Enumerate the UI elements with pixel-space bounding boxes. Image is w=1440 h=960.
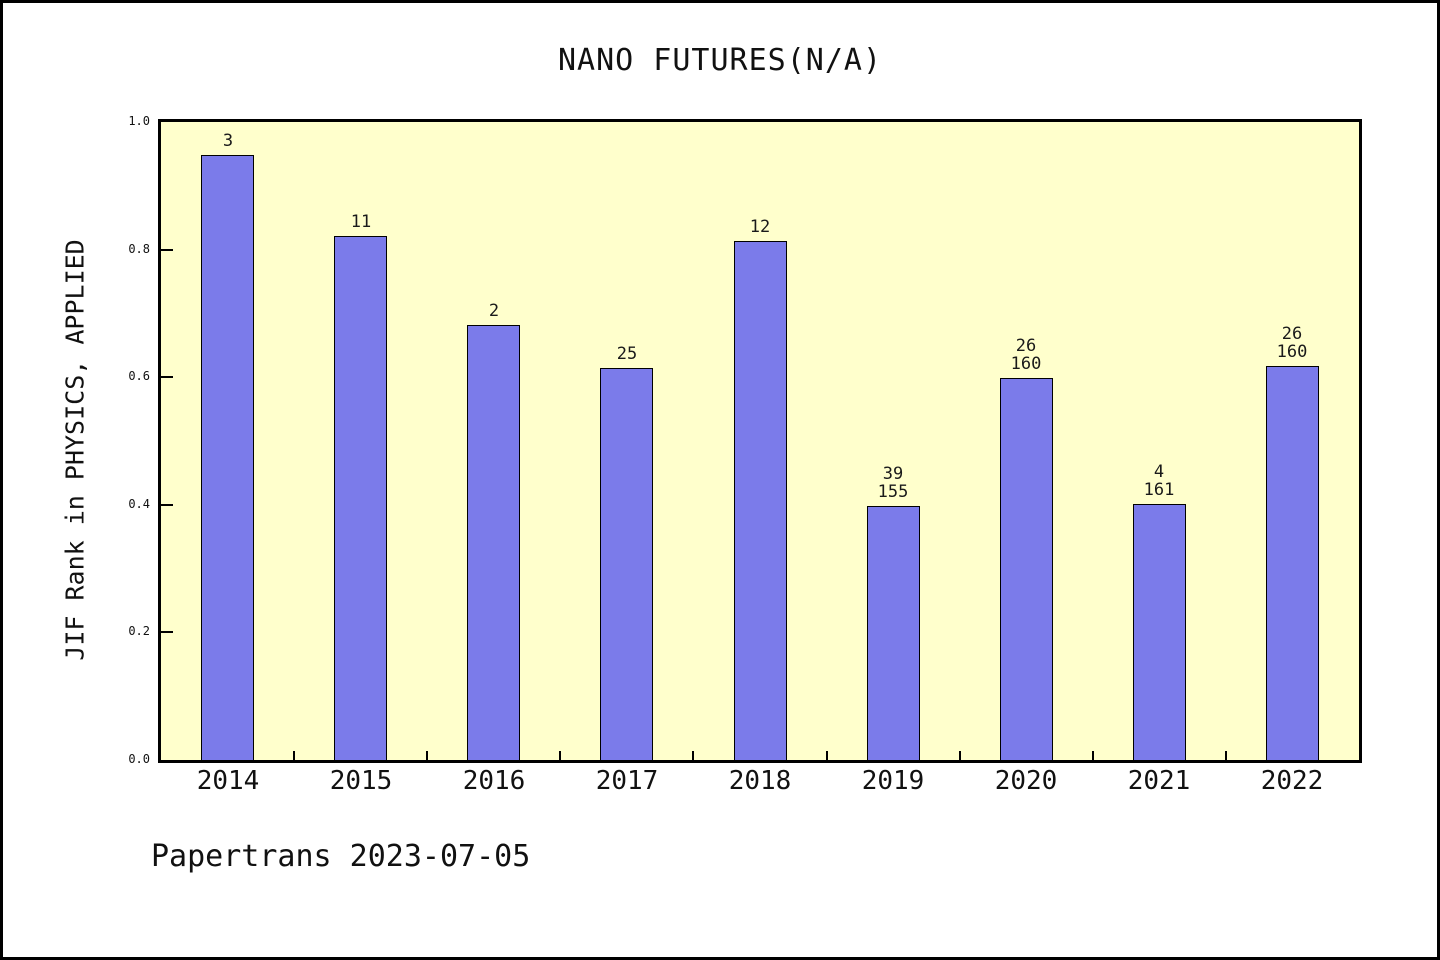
x-axis-minor-tick xyxy=(1225,751,1227,760)
bar-2015 xyxy=(334,236,387,760)
x-axis-minor-tick xyxy=(293,751,295,760)
bar-label-2021: 4 161 xyxy=(1143,462,1175,500)
y-axis-tick xyxy=(161,249,173,251)
bar-label-2022: 26 160 xyxy=(1276,324,1308,362)
x-tick-label-2021: 2021 xyxy=(1127,766,1191,796)
bar-2018 xyxy=(734,241,787,760)
x-axis-minor-tick xyxy=(826,751,828,760)
x-tick-label-2020: 2020 xyxy=(994,766,1058,796)
bar-label-2014: 3 xyxy=(222,131,234,151)
bar-2016 xyxy=(467,325,520,760)
x-axis-minor-tick xyxy=(692,751,694,760)
x-tick-label-2015: 2015 xyxy=(329,766,393,796)
bar-2022 xyxy=(1266,366,1319,760)
bar-2019 xyxy=(867,506,920,760)
y-axis-title: JIF Rank in PHYSICS, APPLIED xyxy=(60,239,90,661)
y-tick-label-0.6: 0.6 xyxy=(128,369,150,383)
y-tick-label-0.8: 0.8 xyxy=(128,242,150,256)
x-axis-minor-tick xyxy=(959,751,961,760)
x-tick-label-2019: 2019 xyxy=(861,766,925,796)
x-tick-label-2014: 2014 xyxy=(196,766,260,796)
x-tick-label-2022: 2022 xyxy=(1260,766,1324,796)
bar-label-2015: 11 xyxy=(350,212,372,232)
x-axis-minor-tick xyxy=(1092,751,1094,760)
x-tick-label-2016: 2016 xyxy=(462,766,526,796)
bar-label-2018: 12 xyxy=(749,217,771,237)
plot-area: 3 11 2 25 12 39 155 26 160 4 161 26 160 xyxy=(158,119,1362,763)
chart-title: NANO FUTURES(N/A) xyxy=(557,43,883,78)
footer-watermark: Papertrans 2023-07-05 xyxy=(151,839,531,874)
y-tick-label-0.2: 0.2 xyxy=(128,624,150,638)
bar-label-2016: 2 xyxy=(488,301,500,321)
bar-label-2020: 26 160 xyxy=(1010,336,1042,374)
y-tick-label-0.4: 0.4 xyxy=(128,497,150,511)
bar-label-2017: 25 xyxy=(616,344,638,364)
x-axis-minor-tick xyxy=(559,751,561,760)
x-tick-label-2017: 2017 xyxy=(595,766,659,796)
bar-label-2019: 39 155 xyxy=(877,464,909,502)
y-axis-tick xyxy=(161,504,173,506)
bar-2021 xyxy=(1133,504,1186,760)
y-axis-tick xyxy=(161,376,173,378)
y-tick-label-0.0: 0.0 xyxy=(128,752,150,766)
bar-2014 xyxy=(201,155,254,760)
y-tick-label-1.0: 1.0 xyxy=(128,114,150,128)
y-axis-tick xyxy=(161,631,173,633)
x-axis-minor-tick xyxy=(426,751,428,760)
x-tick-label-2018: 2018 xyxy=(728,766,792,796)
bar-2020 xyxy=(1000,378,1053,760)
bar-2017 xyxy=(600,368,653,760)
